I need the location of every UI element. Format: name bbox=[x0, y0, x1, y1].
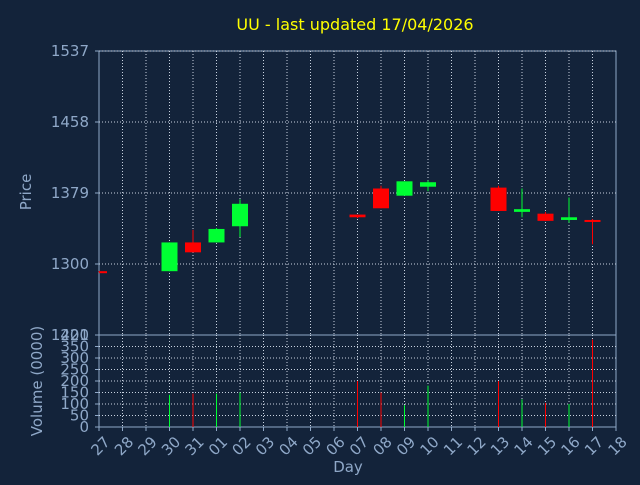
candle-body bbox=[208, 228, 225, 243]
candle-body bbox=[396, 181, 413, 196]
candle-body bbox=[349, 214, 366, 218]
price-tick-label: 1379 bbox=[51, 184, 89, 202]
volume-tick-label: 350 bbox=[60, 338, 89, 356]
candle bbox=[420, 180, 436, 192]
volume-tick-label: 200 bbox=[60, 372, 89, 390]
candle bbox=[584, 219, 601, 245]
candle bbox=[490, 185, 507, 211]
candle bbox=[396, 181, 413, 196]
candle-body bbox=[537, 213, 554, 221]
candle bbox=[98, 271, 107, 274]
price-axis-label: Price bbox=[17, 174, 35, 211]
candle-body bbox=[514, 209, 530, 212]
candle-body bbox=[185, 242, 201, 253]
candle-body bbox=[584, 219, 601, 222]
candle bbox=[208, 228, 225, 243]
candle bbox=[185, 229, 201, 253]
volume-tick-label: 100 bbox=[60, 395, 89, 413]
candle-body bbox=[161, 242, 178, 272]
x-axis-label: Day bbox=[333, 458, 363, 476]
price-tick-label: 1458 bbox=[51, 113, 89, 131]
volume-tick-label: 150 bbox=[60, 384, 89, 402]
candle-body bbox=[561, 217, 577, 220]
candle bbox=[161, 242, 178, 272]
candle-body bbox=[373, 188, 389, 209]
price-tick-label: 1300 bbox=[51, 255, 89, 273]
candle bbox=[537, 211, 554, 221]
volume-tick-label: 300 bbox=[60, 349, 89, 367]
volume-axis-label: Volume (0000) bbox=[28, 326, 46, 436]
candle bbox=[349, 214, 366, 219]
candle bbox=[561, 197, 577, 223]
volume-tick-label: 50 bbox=[70, 407, 89, 425]
chart-title: UU - last updated 17/04/2026 bbox=[236, 15, 473, 34]
candle bbox=[232, 199, 248, 238]
candle-body bbox=[490, 187, 507, 211]
candle-body bbox=[420, 182, 436, 187]
candle-body bbox=[232, 203, 248, 227]
candle-body bbox=[99, 271, 107, 274]
price-tick-label: 1221 bbox=[51, 326, 89, 344]
volume-tick-label: 0 bbox=[79, 418, 89, 436]
price-tick-label: 1537 bbox=[51, 42, 89, 60]
candle bbox=[514, 188, 530, 218]
volume-tick-label: 250 bbox=[60, 361, 89, 379]
candle bbox=[373, 185, 389, 209]
volume-tick-label: 400 bbox=[60, 326, 89, 344]
